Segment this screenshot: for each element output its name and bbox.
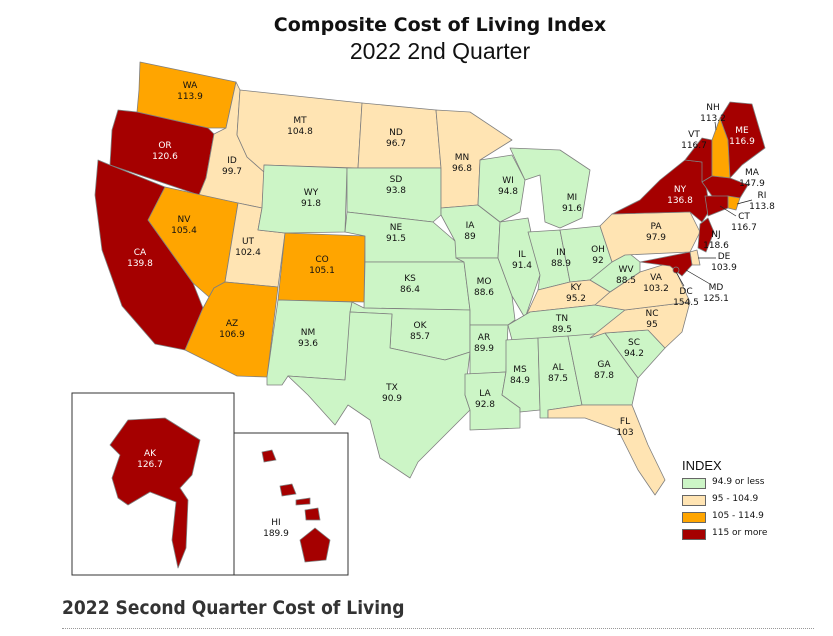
hawaii-islands [261, 449, 331, 563]
label-nc: NC 95 [645, 309, 658, 330]
label-tx: TX 90.9 [382, 383, 402, 404]
state-az [184, 281, 279, 378]
leader-ri [736, 199, 753, 205]
hawaii-maui [304, 507, 321, 521]
label-fl: FL 103 [616, 417, 633, 438]
map-title: Composite Cost of Living Index [273, 14, 607, 36]
label-ri: RI 113.8 [749, 191, 775, 212]
label-or: OR 120.6 [152, 141, 178, 162]
label-oh: OH 92 [591, 245, 605, 266]
label-in: IN 88.9 [551, 248, 571, 269]
label-tn: TN 89.5 [552, 314, 572, 335]
label-nm: NM 93.6 [298, 328, 318, 349]
label-wy: WY 91.8 [301, 188, 321, 209]
label-sd: SD 93.8 [386, 175, 406, 196]
label-mt: MT 104.8 [287, 116, 313, 137]
label-ar: AR 89.9 [474, 333, 494, 354]
label-al: AL 87.5 [548, 363, 568, 384]
label-pa: PA 97.9 [646, 222, 666, 243]
label-ks: KS 86.4 [400, 274, 420, 295]
state-ny [611, 159, 711, 223]
section-divider [62, 628, 814, 629]
state-mi [509, 147, 591, 229]
label-md: MD 125.1 [703, 283, 729, 304]
label-ct: CT 116.7 [731, 212, 757, 233]
hawaii-molokai [295, 497, 311, 506]
label-dc: DC 154.5 [673, 287, 699, 308]
label-nv: NV 105.4 [171, 215, 197, 236]
label-co: CO 105.1 [309, 255, 335, 276]
label-wa: WA 113.9 [177, 81, 203, 102]
hawaii-oahu [279, 483, 297, 497]
legend-swatch [682, 478, 706, 489]
label-mn: MN 96.8 [452, 153, 472, 174]
legend-swatch [682, 512, 706, 523]
label-mi: MI 91.6 [562, 193, 582, 214]
label-nj: NJ 118.6 [703, 230, 729, 251]
label-ne: NE 91.5 [386, 223, 406, 244]
label-ms: MS 84.9 [510, 365, 530, 386]
label-ak: AK 126.7 [137, 449, 163, 470]
label-nd: ND 96.7 [386, 128, 406, 149]
state-fl [547, 404, 666, 496]
map-subtitle: 2022 2nd Quarter [349, 38, 531, 64]
label-ga: GA 87.8 [594, 360, 614, 381]
label-il: IL 91.4 [512, 250, 532, 271]
label-az: AZ 106.9 [219, 319, 245, 340]
label-me: ME 116.9 [729, 126, 755, 147]
state-ri [727, 195, 741, 211]
legend-label: 95 - 104.9 [712, 494, 759, 504]
section-heading: 2022 Second Quarter Cost of Living [62, 597, 405, 619]
label-ia: IA 89 [464, 221, 476, 242]
label-ny: NY 136.8 [667, 185, 693, 206]
label-id: ID 99.7 [222, 156, 242, 177]
label-nh: NH 113.2 [700, 103, 726, 124]
state-ct [704, 195, 729, 217]
label-vt: VT 116.7 [681, 130, 707, 151]
state-wi [477, 154, 526, 223]
label-va: VA 103.2 [643, 273, 669, 294]
label-hi: HI 189.9 [263, 518, 289, 539]
label-ut: UT 102.4 [235, 237, 261, 258]
state-tx [287, 311, 471, 479]
leader-md [685, 269, 711, 285]
state-nj [697, 217, 715, 253]
state-ak [109, 417, 201, 569]
hawaii-inset-frame [233, 432, 349, 576]
legend-label: 94.9 or less [712, 477, 765, 487]
label-wi: WI 94.8 [498, 176, 518, 197]
label-ca: CA 139.8 [127, 248, 153, 269]
state-hi [299, 527, 331, 563]
legend-title: INDEX [682, 458, 722, 473]
label-la: LA 92.8 [475, 389, 495, 410]
leader-nh [714, 121, 717, 131]
hawaii-kauai [261, 449, 277, 463]
label-ok: OK 85.7 [410, 321, 430, 342]
leader-ct [719, 205, 737, 217]
legend-swatch [682, 495, 706, 506]
legend-label: 105 - 114.9 [712, 511, 764, 521]
legend-label: 115 or more [712, 528, 768, 538]
label-wv: WV 88.5 [616, 265, 636, 286]
label-sc: SC 94.2 [624, 338, 644, 359]
state-dc [672, 266, 680, 274]
label-mo: MO 88.6 [474, 277, 494, 298]
label-ky: KY 95.2 [566, 283, 586, 304]
state-me [719, 101, 766, 179]
legend-swatch [682, 529, 706, 540]
leader-dc [675, 271, 685, 287]
label-de: DE 103.9 [711, 252, 737, 273]
label-ma: MA 147.9 [739, 168, 765, 189]
